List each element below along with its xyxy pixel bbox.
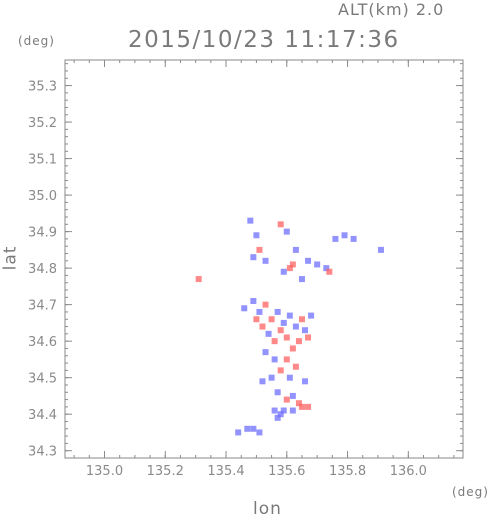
data-point (259, 378, 266, 385)
y-tick-label: 34.4 (28, 408, 57, 423)
chart-title: 2015/10/23 11:17:36 (128, 27, 400, 53)
data-point (274, 389, 281, 396)
data-point (241, 305, 248, 312)
data-point (256, 429, 263, 436)
data-point (262, 301, 269, 308)
y-axis-unit: (deg) (18, 34, 55, 48)
data-point (265, 330, 272, 337)
data-point (274, 414, 281, 421)
data-point (314, 261, 321, 268)
y-tick-label: 34.6 (28, 335, 57, 350)
data-point (280, 407, 287, 414)
data-point (292, 246, 299, 253)
y-tick-label: 34.3 (28, 445, 57, 460)
data-point (323, 265, 330, 272)
altitude-label: ALT(km) 2.0 (338, 0, 445, 19)
data-point (256, 246, 263, 253)
data-point (262, 257, 269, 264)
data-point (262, 349, 269, 356)
data-point (332, 235, 339, 242)
data-point (268, 374, 275, 381)
y-tick-label: 34.7 (28, 299, 57, 314)
data-point (250, 297, 257, 304)
data-point (292, 363, 299, 370)
x-axis-label: lon (253, 499, 282, 519)
data-point (283, 334, 290, 341)
y-tick-label: 34.5 (28, 372, 57, 387)
x-tick-label: 135.4 (207, 464, 244, 479)
data-point (271, 338, 278, 345)
data-point (350, 235, 357, 242)
y-axis-ticks: 34.3 34.4 34.5 34.6 34.7 34.8 34.9 35.0 35.1 35.2… (28, 63, 463, 460)
plot-frame (64, 59, 464, 459)
data-point (289, 407, 296, 414)
y-tick-label: 34.8 (28, 262, 57, 277)
y-tick-label: 35.3 (28, 80, 57, 95)
data-point (259, 323, 266, 330)
x-tick-label: 136.0 (390, 464, 427, 479)
data-point (253, 232, 260, 239)
x-tick-label: 135.6 (268, 464, 305, 479)
data-point (286, 312, 293, 319)
data-point (268, 316, 275, 323)
data-point (377, 246, 384, 253)
data-point (286, 374, 293, 381)
data-point (271, 407, 278, 414)
data-point (302, 378, 309, 385)
data-point (283, 228, 290, 235)
data-point (298, 403, 305, 410)
data-point (292, 323, 299, 330)
x-tick-label: 135.2 (147, 464, 184, 479)
data-point (280, 319, 287, 326)
y-tick-label: 34.9 (28, 226, 57, 241)
data-point (277, 411, 284, 418)
data-point (326, 268, 333, 275)
data-point (305, 334, 312, 341)
data-point (280, 268, 287, 275)
data-point (283, 356, 290, 363)
data-point (286, 265, 293, 272)
data-point (244, 425, 251, 432)
data-point (274, 308, 281, 315)
data-point (195, 276, 202, 283)
data-point (247, 217, 254, 224)
data-point (295, 400, 302, 407)
y-tick-label: 35.0 (28, 189, 57, 204)
x-axis-unit: (deg) (452, 485, 489, 499)
data-marks (195, 217, 384, 436)
data-point (298, 316, 305, 323)
data-point (298, 276, 305, 283)
data-point (283, 396, 290, 403)
data-point (277, 221, 284, 228)
data-point (289, 392, 296, 399)
data-point (305, 257, 312, 264)
data-point (271, 356, 278, 363)
data-point (289, 345, 296, 352)
y-tick-label: 35.1 (28, 153, 57, 168)
data-point (295, 338, 302, 345)
data-point (308, 312, 315, 319)
data-point (250, 425, 257, 432)
data-point (277, 367, 284, 374)
x-tick-label: 135.8 (329, 464, 366, 479)
data-point (305, 403, 312, 410)
data-point (235, 429, 242, 436)
y-tick-label: 35.2 (28, 116, 57, 131)
data-point (256, 308, 263, 315)
data-point (302, 327, 309, 334)
data-point (277, 327, 284, 334)
x-tick-label: 135.0 (86, 464, 123, 479)
data-point (253, 316, 260, 323)
x-axis-ticks: 135.0 135.2 135.4 135.6 135.8 136.0 (73, 60, 455, 479)
data-point (250, 254, 257, 261)
data-point (289, 261, 296, 268)
data-point (341, 232, 348, 239)
